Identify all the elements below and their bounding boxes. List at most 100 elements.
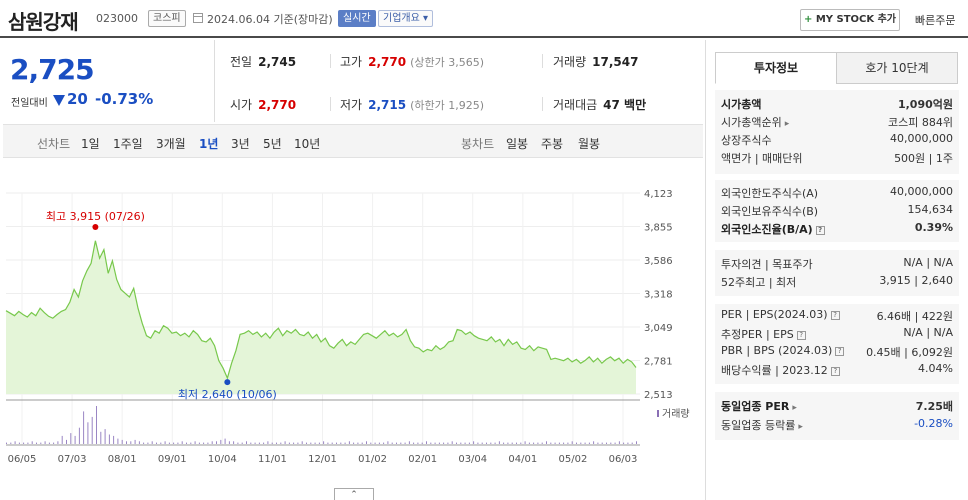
volume-bar xyxy=(481,442,483,444)
period-10y[interactable]: 10년 xyxy=(294,137,321,151)
calendar-icon xyxy=(193,13,203,23)
invest-info-panel: 투자정보 호가 10단계 시가총액 1,090억원 시가총액순위 ▸ 코스피 884위… xyxy=(705,40,968,500)
volume-bar xyxy=(23,442,25,444)
period-1d[interactable]: 1일 xyxy=(81,137,100,151)
volume-bar xyxy=(241,442,243,444)
add-my-stock-button[interactable]: + MY STOCK 추가 xyxy=(800,9,900,31)
volume-legend: 거래량 xyxy=(662,408,690,420)
stock-header: 삼원강재 023000 코스피 2024.06.04 기준(장마감) 실시간 기… xyxy=(0,0,968,38)
high-marker xyxy=(92,223,99,230)
volume-bar xyxy=(134,439,136,444)
volume-bar xyxy=(318,442,320,444)
volume-bar xyxy=(400,442,402,444)
volume-bar xyxy=(228,441,230,444)
valuation-section: PER | EPS(2024.03)? 6.46배 | 422원 추정PER | … xyxy=(715,304,959,384)
volume-bar xyxy=(314,442,316,444)
market-badge: 코스피 xyxy=(148,10,186,27)
volume-bar xyxy=(558,442,560,444)
volume-bar xyxy=(468,442,470,444)
volume-bar xyxy=(78,427,80,444)
volume-bar xyxy=(113,435,115,444)
info-row[interactable]: 동일업종 PER ▸ 7.25배 xyxy=(721,400,953,413)
volume-bar xyxy=(533,442,535,444)
candle-daily[interactable]: 일봉 xyxy=(506,137,529,151)
caret-right-icon: ▸ xyxy=(792,403,797,413)
volume-bar xyxy=(417,442,419,444)
volume-bar xyxy=(460,442,462,444)
company-info-dropdown[interactable]: 기업개요 ▾ xyxy=(378,10,434,27)
tab-order-book[interactable]: 호가 10단계 xyxy=(836,52,958,84)
industry-section: 동일업종 PER ▸ 7.25배 동일업종 등락률 ▸ -0.28% xyxy=(715,392,959,440)
volume-bar xyxy=(623,442,625,444)
x-tick-label: 06/03 xyxy=(609,454,638,465)
volume-bar xyxy=(614,442,616,444)
volume-bar xyxy=(567,442,569,444)
volume-bar xyxy=(233,441,235,444)
info-row: 투자의견 | 목표주가 N/A | N/A xyxy=(721,256,953,271)
volume-bar xyxy=(181,441,183,444)
quick-order-link[interactable]: 빠른주문 xyxy=(915,14,956,27)
volume-bar xyxy=(164,441,166,444)
volume-bar xyxy=(220,439,222,444)
info-row: 추정PER | EPS? N/A | N/A xyxy=(721,326,953,341)
realtime-button[interactable]: 실시간 xyxy=(338,10,376,27)
info-row: 상장주식수 40,000,000 xyxy=(721,132,953,147)
candle-weekly[interactable]: 주봉 xyxy=(541,137,564,151)
tab-invest-info[interactable]: 투자정보 xyxy=(715,52,837,84)
info-row[interactable]: 동일업종 등락률 ▸ -0.28% xyxy=(721,417,953,432)
volume-bar xyxy=(361,442,363,444)
volume-bar xyxy=(288,442,290,444)
period-1w[interactable]: 1주일 xyxy=(113,137,143,151)
volume-bar xyxy=(323,441,325,444)
period-3m[interactable]: 3개월 xyxy=(156,137,186,151)
high-annotation: 최고 3,915 (07/26) xyxy=(46,210,145,223)
volume-bar xyxy=(74,435,76,444)
volume-bar xyxy=(447,442,449,444)
help-icon: ? xyxy=(796,330,806,340)
chart-collapse-button[interactable]: ⌃ xyxy=(334,488,374,500)
volume-bar xyxy=(143,442,145,444)
change-label: 전일대비 xyxy=(11,98,48,109)
volume-bar xyxy=(606,442,607,444)
volume-bar xyxy=(306,442,307,444)
divider xyxy=(542,97,543,111)
x-tick-label: 10/04 xyxy=(208,454,237,465)
volume-bar xyxy=(31,441,33,444)
y-tick-label: 3,855 xyxy=(644,223,673,234)
volume: 거래량 17,547 xyxy=(553,55,639,69)
low-price: 저가 2,715 (하한가 1,925) xyxy=(340,98,484,112)
volume-bar xyxy=(336,442,337,444)
volume-bar xyxy=(408,441,410,444)
volume-bar xyxy=(173,442,175,444)
price-area xyxy=(6,240,636,394)
open-price: 시가 2,770 xyxy=(230,98,297,112)
volume-bar xyxy=(464,442,466,444)
volume-bar xyxy=(571,441,573,444)
volume-bar xyxy=(267,441,269,444)
candle-monthly[interactable]: 월봉 xyxy=(578,137,601,151)
y-tick-label: 3,049 xyxy=(644,323,673,334)
period-5y[interactable]: 5년 xyxy=(263,137,282,151)
info-row[interactable]: 시가총액순위 ▸ 코스피 884위 xyxy=(721,116,953,129)
price-box: 2,725 전일대비 20 -0.73% xyxy=(3,40,215,122)
volume-bar xyxy=(434,442,436,444)
help-icon: ? xyxy=(815,225,825,235)
low-marker xyxy=(224,379,231,386)
volume-bar xyxy=(130,441,132,444)
period-1y[interactable]: 1년 xyxy=(199,137,219,151)
volume-bar xyxy=(246,441,247,444)
period-3y[interactable]: 3년 xyxy=(231,137,250,151)
line-chart-label: 선차트 xyxy=(37,137,71,151)
volume-bar xyxy=(524,441,526,444)
volume-bar xyxy=(588,442,590,444)
volume-bar xyxy=(87,422,89,444)
volume-bar xyxy=(10,442,12,444)
info-row: 외국인보유주식수(B) 154,634 xyxy=(721,203,953,218)
divider xyxy=(330,97,331,111)
volume-bar xyxy=(378,442,380,444)
x-tick-label: 11/01 xyxy=(258,454,287,465)
price-change-percent: -0.73% xyxy=(95,90,154,108)
volume-bar xyxy=(353,442,355,444)
volume-bar xyxy=(207,442,209,444)
volume-bar xyxy=(430,442,432,444)
